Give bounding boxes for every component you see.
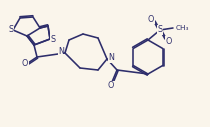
Text: S: S [158,26,163,35]
Text: O: O [148,14,154,23]
Text: S: S [8,25,14,34]
Text: S: S [50,35,56,44]
Text: O: O [108,82,114,91]
Text: O: O [166,36,172,45]
Text: O: O [22,60,28,68]
Text: N: N [58,47,64,57]
Text: N: N [108,53,114,62]
Text: CH₃: CH₃ [176,25,189,31]
